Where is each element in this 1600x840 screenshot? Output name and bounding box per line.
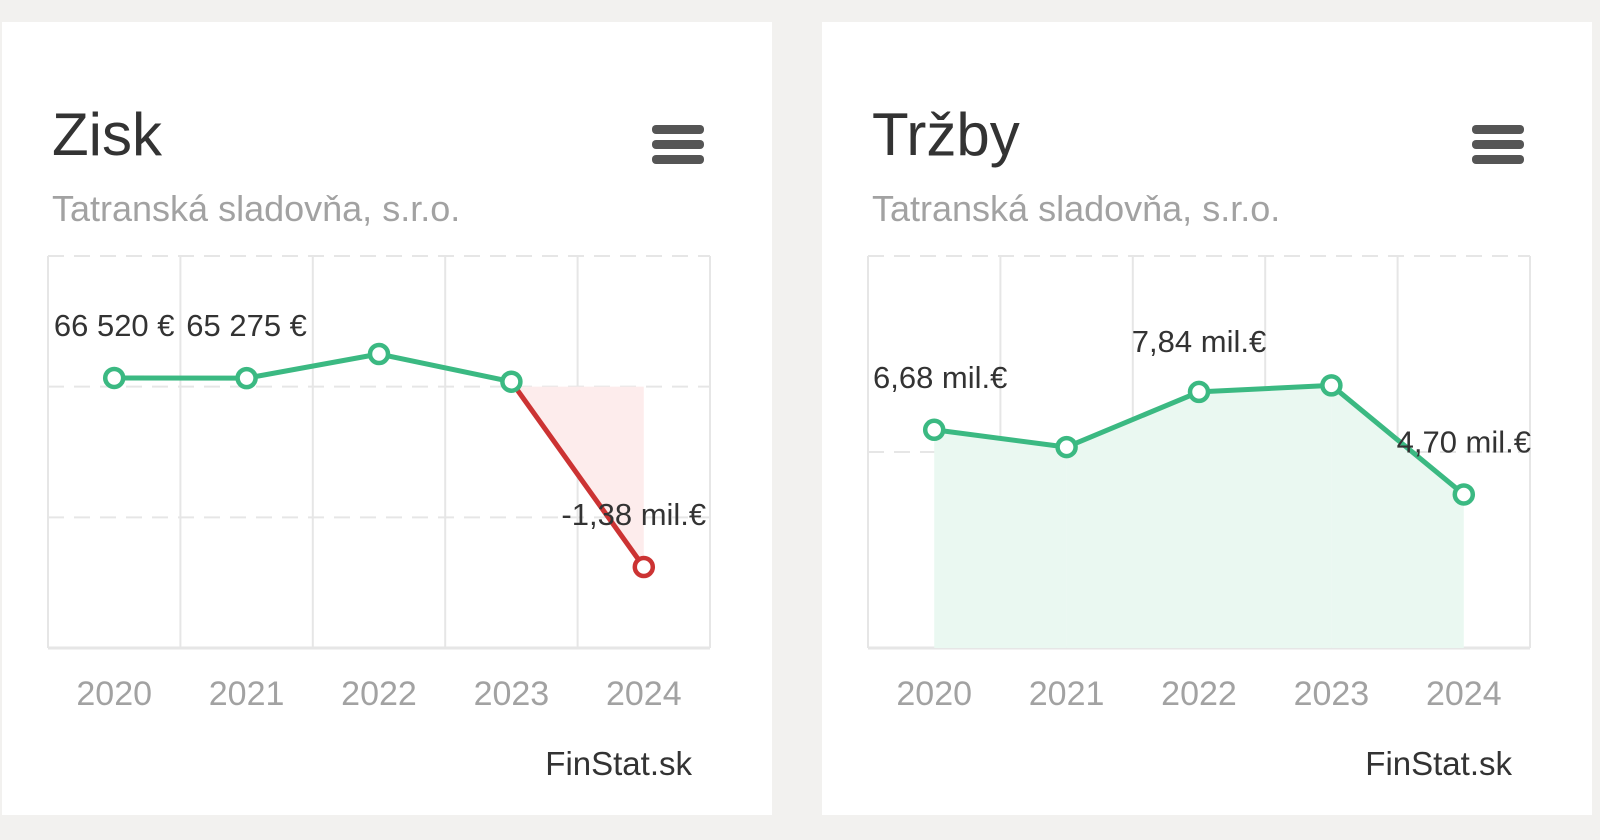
profit-chart-subtitle: Tatranská sladovňa, s.r.o. xyxy=(52,188,461,229)
data-point xyxy=(1055,435,1078,459)
series-line-segment xyxy=(1328,382,1467,497)
x-tick-label: 2020 xyxy=(896,675,972,713)
data-point xyxy=(1320,374,1343,397)
revenue-card: Tržby Tatranská sladovňa, s.r.o. 6,68 mi… xyxy=(822,22,1592,815)
series-line-segment xyxy=(1064,389,1202,450)
data-label: 6,68 mil.€ xyxy=(873,360,1007,395)
data-label: 66 520 € xyxy=(54,308,175,343)
data-label: 65 275 € xyxy=(186,308,307,343)
profit-chart: 66 520 € 65 275 € -1,38 mil.€ 2020 2021 2022 2… xyxy=(47,255,711,713)
hamburger-menu-icon[interactable] xyxy=(644,122,704,170)
revenue-chart-subtitle: Tatranská sladovňa, s.r.o. xyxy=(872,188,1281,229)
finstat-credit-link[interactable]: FinStat.sk xyxy=(1365,745,1512,782)
x-tick-label: 2023 xyxy=(1294,675,1370,713)
x-tick-label: 2024 xyxy=(606,675,682,713)
series-area-fill xyxy=(1199,385,1332,648)
data-point xyxy=(1452,483,1476,506)
data-label: 7,84 mil.€ xyxy=(1132,324,1266,359)
x-tick-label: 2021 xyxy=(209,675,285,713)
series-area-fill xyxy=(1066,391,1199,648)
x-tick-label: 2024 xyxy=(1426,675,1502,713)
data-point xyxy=(102,366,126,390)
data-point xyxy=(500,370,523,393)
series-line-segment xyxy=(376,351,514,385)
x-tick-label: 2021 xyxy=(1029,675,1105,713)
series-line-segment xyxy=(1196,382,1334,395)
series-line-segment xyxy=(244,351,382,381)
x-tick-label: 2023 xyxy=(474,675,550,713)
series-line-segment xyxy=(931,427,1070,450)
finstat-credit-link[interactable]: FinStat.sk xyxy=(545,745,692,782)
data-label: 4,70 mil.€ xyxy=(1397,424,1531,459)
x-tick-label: 2020 xyxy=(76,675,152,713)
x-tick-label: 2022 xyxy=(1161,675,1237,713)
series-area-fill xyxy=(934,429,1067,648)
data-label: -1,38 mil.€ xyxy=(561,497,706,532)
series-line-segment xyxy=(508,379,647,570)
revenue-chart-title: Tržby xyxy=(872,101,1020,168)
data-point xyxy=(1187,380,1211,404)
data-point xyxy=(235,366,258,390)
series-area-fill xyxy=(1331,385,1464,648)
x-tick-label: 2022 xyxy=(341,675,417,713)
data-point xyxy=(922,418,946,442)
profit-chart-title: Zisk xyxy=(52,101,162,168)
data-point xyxy=(367,342,391,366)
data-point xyxy=(632,555,656,579)
revenue-chart: 6,68 mil.€ 7,84 mil.€ 4,70 mil.€ 2020 2021 20… xyxy=(867,255,1531,713)
profit-card: Zisk Tatranská sladovňa, s.r.o. 66 520 €… xyxy=(2,22,772,815)
hamburger-menu-icon[interactable] xyxy=(1464,122,1524,170)
